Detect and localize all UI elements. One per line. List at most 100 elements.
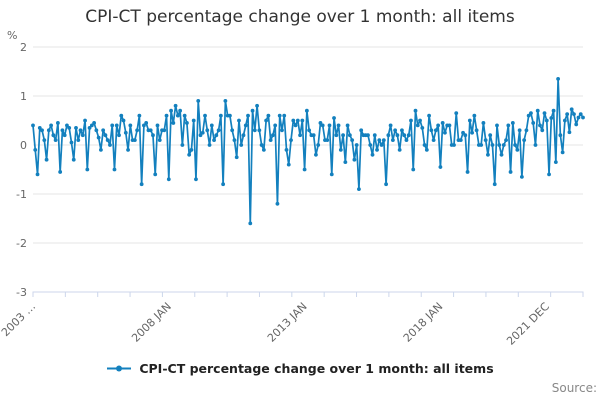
data-point[interactable] [108, 143, 112, 147]
data-point[interactable] [164, 113, 169, 118]
data-point[interactable] [395, 133, 400, 138]
data-point[interactable] [318, 121, 323, 125]
data-point[interactable] [535, 108, 540, 113]
data-point[interactable] [209, 123, 214, 128]
data-point[interactable] [515, 148, 520, 152]
data-point[interactable] [429, 128, 434, 133]
data-point[interactable] [488, 133, 493, 138]
data-point[interactable] [547, 172, 551, 177]
data-point[interactable] [479, 143, 484, 147]
data-point[interactable] [436, 123, 441, 128]
data-point[interactable] [495, 123, 499, 128]
data-point[interactable] [529, 111, 533, 116]
data-point[interactable] [569, 107, 574, 112]
data-point[interactable] [431, 138, 436, 143]
data-point[interactable] [101, 128, 106, 133]
data-point[interactable] [259, 143, 264, 147]
data-point[interactable] [198, 133, 203, 138]
data-point[interactable] [182, 113, 187, 118]
data-point[interactable] [137, 113, 142, 118]
data-point[interactable] [128, 123, 133, 128]
data-point[interactable] [112, 167, 117, 172]
data-point[interactable] [332, 116, 336, 120]
data-point[interactable] [173, 103, 178, 108]
data-point[interactable] [33, 148, 38, 152]
data-point[interactable] [359, 128, 364, 133]
data-point[interactable] [135, 128, 140, 133]
data-point[interactable] [327, 123, 332, 128]
data-point[interactable] [390, 138, 395, 143]
data-point[interactable] [266, 113, 271, 118]
data-point[interactable] [71, 157, 76, 162]
data-point[interactable] [350, 138, 355, 143]
data-point[interactable] [74, 125, 78, 130]
data-point[interactable] [80, 133, 85, 138]
data-point[interactable] [155, 123, 160, 128]
data-point[interactable] [544, 118, 549, 123]
data-point[interactable] [492, 182, 497, 187]
data-point[interactable] [153, 172, 158, 177]
data-point[interactable] [187, 152, 192, 157]
data-point[interactable] [257, 128, 262, 133]
data-point[interactable] [304, 108, 309, 113]
data-point[interactable] [526, 113, 531, 118]
data-point[interactable] [46, 128, 51, 133]
data-point[interactable] [499, 152, 504, 157]
data-point[interactable] [443, 130, 447, 135]
data-point[interactable] [218, 113, 223, 118]
data-point[interactable] [42, 138, 47, 143]
data-point[interactable] [458, 138, 463, 143]
data-point[interactable] [31, 123, 35, 128]
data-point[interactable] [558, 133, 563, 138]
data-point[interactable] [393, 128, 398, 133]
data-point[interactable] [384, 182, 388, 187]
data-point[interactable] [381, 138, 386, 143]
data-point[interactable] [486, 152, 490, 157]
data-point[interactable] [316, 143, 321, 147]
data-point[interactable] [567, 130, 572, 135]
data-point[interactable] [286, 162, 291, 167]
data-point[interactable] [207, 143, 212, 147]
data-point[interactable] [372, 133, 377, 138]
data-point[interactable] [325, 138, 330, 143]
data-point[interactable] [572, 112, 576, 117]
data-point[interactable] [51, 133, 56, 138]
data-point[interactable] [406, 133, 411, 138]
data-point[interactable] [35, 172, 40, 177]
data-point[interactable] [69, 140, 74, 145]
data-point[interactable] [205, 128, 210, 133]
data-point[interactable] [409, 118, 413, 123]
data-point[interactable] [508, 170, 513, 174]
data-point[interactable] [60, 128, 65, 133]
data-point[interactable] [366, 133, 370, 138]
data-point[interactable] [123, 130, 128, 135]
data-point[interactable] [470, 130, 474, 135]
data-point[interactable] [284, 148, 289, 152]
data-point[interactable] [341, 133, 345, 138]
data-point[interactable] [510, 121, 515, 125]
data-point[interactable] [49, 123, 54, 128]
data-point[interactable] [524, 128, 529, 133]
data-point[interactable] [280, 128, 284, 133]
data-point[interactable] [189, 148, 194, 152]
data-point[interactable] [481, 121, 486, 125]
data-point[interactable] [420, 125, 425, 130]
data-point[interactable] [282, 113, 287, 118]
data-point[interactable] [357, 187, 361, 192]
data-point[interactable] [175, 113, 180, 118]
data-point[interactable] [117, 133, 121, 138]
data-point[interactable] [157, 138, 162, 143]
data-point[interactable] [166, 177, 171, 182]
data-point[interactable] [542, 111, 547, 116]
data-point[interactable] [560, 150, 565, 155]
data-point[interactable] [212, 138, 216, 143]
data-point[interactable] [375, 148, 379, 152]
data-point[interactable] [422, 143, 427, 147]
data-point[interactable] [126, 148, 130, 152]
data-point[interactable] [221, 182, 226, 187]
data-point[interactable] [275, 201, 280, 206]
data-point[interactable] [103, 133, 108, 138]
data-point[interactable] [119, 113, 124, 118]
data-point[interactable] [311, 133, 316, 138]
data-point[interactable] [320, 123, 325, 128]
